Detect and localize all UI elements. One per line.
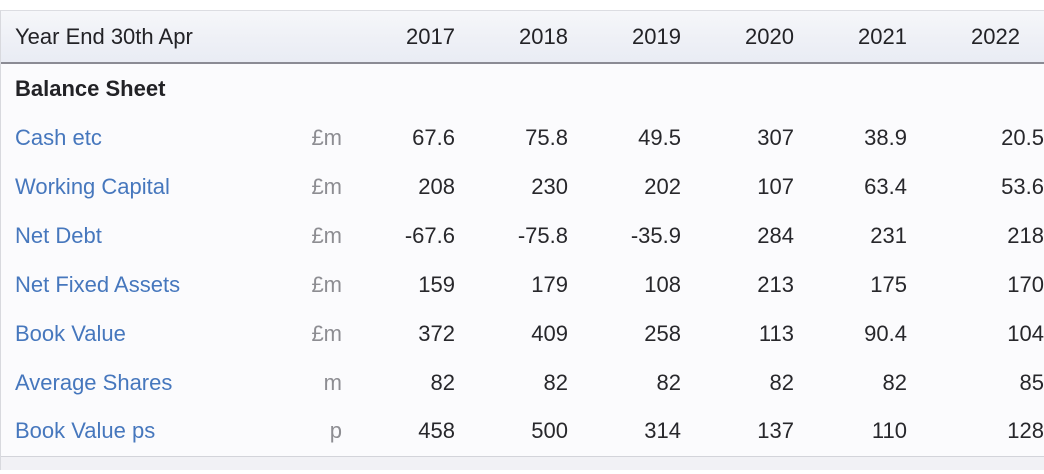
cell-value: 82 bbox=[656, 369, 681, 395]
year-header-2020: 2020 bbox=[681, 11, 794, 64]
row-unit: m bbox=[323, 369, 342, 395]
table-header-row: Year End 30th Apr 2017 2018 2019 2020 20… bbox=[1, 11, 1044, 64]
unit-column-header bbox=[287, 11, 342, 64]
year-header-2017: 2017 bbox=[342, 11, 455, 64]
cell-value: 90.4 bbox=[864, 320, 907, 346]
row-label-working-capital[interactable]: Working Capital bbox=[15, 173, 170, 199]
cell-value: 179 bbox=[531, 271, 568, 297]
cell-value: 82 bbox=[769, 369, 794, 395]
cell-value: 258 bbox=[644, 320, 681, 346]
table-row-net-fixed-assets: Net Fixed Assets £m 159 179 108 213 175 … bbox=[1, 260, 1044, 309]
row-label-book-value[interactable]: Book Value bbox=[15, 320, 126, 346]
cell-value: 104 bbox=[1007, 320, 1044, 346]
year-end-header: Year End 30th Apr bbox=[1, 11, 287, 64]
row-label-net-debt[interactable]: Net Debt bbox=[15, 222, 102, 248]
balance-sheet-table: Year End 30th Apr 2017 2018 2019 2020 20… bbox=[1, 11, 1044, 457]
cell-value: 67.6 bbox=[412, 124, 455, 150]
year-header-2019: 2019 bbox=[568, 11, 681, 64]
cell-value: -67.6 bbox=[404, 222, 455, 248]
table-row-book-value: Book Value £m 372 409 258 113 90.4 104 bbox=[1, 309, 1044, 358]
cell-value: 82 bbox=[882, 369, 907, 395]
year-header-2018: 2018 bbox=[455, 11, 568, 64]
cell-value: 500 bbox=[455, 407, 568, 457]
cell-value: 230 bbox=[531, 173, 568, 199]
cell-value: 20.5 bbox=[1001, 124, 1044, 150]
row-unit: £m bbox=[311, 320, 342, 346]
cell-value: 53.6 bbox=[1001, 173, 1044, 199]
cell-value: 82 bbox=[430, 369, 455, 395]
cell-value: 307 bbox=[757, 124, 794, 150]
cell-value: 458 bbox=[342, 407, 455, 457]
row-label-book-value-ps[interactable]: Book Value ps bbox=[15, 418, 156, 444]
table-row-cash-etc: Cash etc £m 67.6 75.8 49.5 307 38.9 20.5 bbox=[1, 113, 1044, 162]
cell-value: 314 bbox=[568, 407, 681, 457]
row-label-cash-etc[interactable]: Cash etc bbox=[15, 124, 102, 150]
cell-value: 49.5 bbox=[638, 124, 681, 150]
cell-value: 202 bbox=[644, 173, 681, 199]
cell-value: 108 bbox=[644, 271, 681, 297]
cell-value: -75.8 bbox=[517, 222, 568, 248]
row-unit: £m bbox=[311, 124, 342, 150]
cell-value: 208 bbox=[418, 173, 455, 199]
row-unit: £m bbox=[311, 222, 342, 248]
table-row-book-value-ps: Book Value ps p 458 500 314 137 110 128 bbox=[1, 407, 1044, 457]
cell-value: 38.9 bbox=[864, 124, 907, 150]
cell-value: 170 bbox=[1007, 271, 1044, 297]
next-section-strip bbox=[1, 456, 1044, 470]
table-row-working-capital: Working Capital £m 208 230 202 107 63.4 … bbox=[1, 162, 1044, 211]
cell-value: 63.4 bbox=[864, 173, 907, 199]
cell-value: 409 bbox=[531, 320, 568, 346]
cell-value: 107 bbox=[757, 173, 794, 199]
cell-value: 137 bbox=[681, 407, 794, 457]
year-header-2021: 2021 bbox=[794, 11, 907, 64]
row-unit: p bbox=[287, 407, 342, 457]
cell-value: 213 bbox=[757, 271, 794, 297]
row-label-average-shares[interactable]: Average Shares bbox=[15, 369, 173, 395]
year-header-2022: 2022 bbox=[907, 11, 1044, 64]
financials-table-panel: Year End 30th Apr 2017 2018 2019 2020 20… bbox=[0, 10, 1044, 470]
cell-value: 110 bbox=[794, 407, 907, 457]
cell-value: 159 bbox=[418, 271, 455, 297]
cell-value: 372 bbox=[418, 320, 455, 346]
row-label-net-fixed-assets[interactable]: Net Fixed Assets bbox=[15, 271, 181, 297]
cell-value: 218 bbox=[1007, 222, 1044, 248]
cell-value: 128 bbox=[907, 407, 1044, 457]
cell-value: 82 bbox=[543, 369, 568, 395]
table-row-net-debt: Net Debt £m -67.6 -75.8 -35.9 284 231 21… bbox=[1, 211, 1044, 260]
cell-value: 284 bbox=[757, 222, 794, 248]
section-header-row: Balance Sheet bbox=[1, 63, 1044, 113]
table-row-average-shares: Average Shares m 82 82 82 82 82 85 bbox=[1, 358, 1044, 407]
row-unit: £m bbox=[311, 173, 342, 199]
cell-value: 175 bbox=[870, 271, 907, 297]
cell-value: 113 bbox=[758, 320, 794, 346]
cell-value: 85 bbox=[1019, 369, 1044, 395]
section-title: Balance Sheet bbox=[15, 75, 166, 101]
row-unit: £m bbox=[311, 271, 342, 297]
cell-value: 231 bbox=[870, 222, 907, 248]
cell-value: 75.8 bbox=[525, 124, 568, 150]
cell-value: -35.9 bbox=[630, 222, 681, 248]
